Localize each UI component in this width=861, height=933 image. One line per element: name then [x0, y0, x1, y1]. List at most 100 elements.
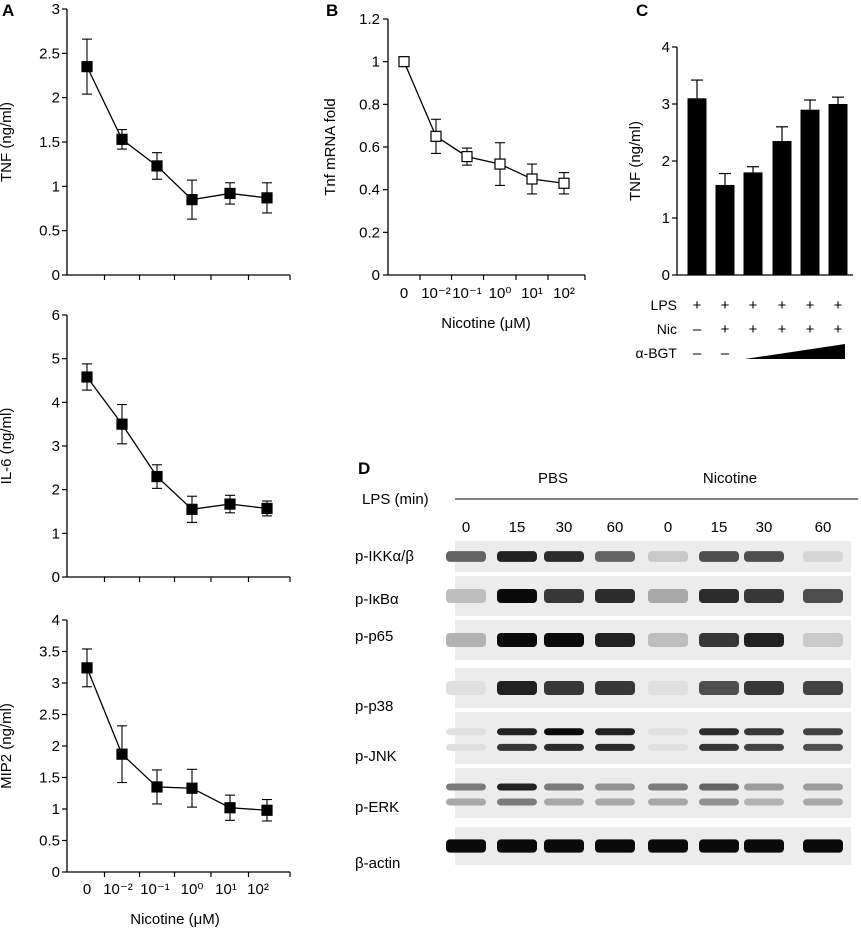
- chart-tnf: 0 0.5 1 1.5 2 2.5 3 TNF (ng/ml): [0, 1, 291, 284]
- blot-band: [744, 728, 784, 736]
- blot-strip: [455, 768, 851, 818]
- blot-band: [497, 589, 537, 603]
- blot-band: [699, 551, 739, 562]
- blot-band: [595, 783, 635, 791]
- blot-band: [648, 783, 688, 791]
- y-tick-label: 0: [52, 569, 60, 586]
- y-tick-label: 1: [52, 801, 60, 818]
- blot-time-label: 30: [756, 519, 773, 536]
- data-point: [81, 662, 93, 674]
- x-tick-label: 10⁻¹: [140, 881, 170, 898]
- blot-band: [595, 728, 635, 736]
- y-tick-label: 2.5: [39, 45, 60, 62]
- blot-band: [544, 589, 584, 603]
- blot-band: [595, 551, 635, 562]
- blot-band: [803, 783, 843, 791]
- blot-band: [446, 783, 486, 791]
- condition-label-lps: LPS: [651, 297, 677, 313]
- blot-band: [803, 743, 843, 751]
- bar: [715, 184, 735, 275]
- y-tick-label: 6: [52, 307, 60, 324]
- data-point: [261, 804, 273, 816]
- blot-group-pbs: PBS: [538, 470, 568, 487]
- chart-tnf-mrna: 0 0.2 0.4 0.6 0.8 1 1.2 Tnf mRNA fold 0 10⁻² 10⁻¹ 1…: [322, 11, 586, 332]
- condition-mark: +: [721, 321, 730, 338]
- y-tick-label: 1: [52, 525, 60, 542]
- x-tick-label: 10²: [247, 881, 269, 898]
- blot-row-label: β-actin: [355, 855, 400, 872]
- chart-mip2: 0 0.5 1 1.5 2 2.5 3 3.5 4 MIP2 (ng/ml) 0 10⁻² 10⁻¹ 10…: [0, 612, 291, 928]
- x-tick-label: 10⁰: [489, 285, 512, 302]
- data-point: [116, 133, 128, 145]
- data-point: [116, 418, 128, 430]
- data-point: [430, 130, 442, 142]
- y-tick-label: 2: [52, 482, 60, 499]
- blot-band: [595, 798, 635, 806]
- blot-band: [648, 551, 688, 562]
- bar: [687, 98, 707, 275]
- blot-header: PBS Nicotine LPS (min) 0 15 30 60 0 15 30 60: [362, 470, 858, 536]
- blot-band: [595, 743, 635, 751]
- y-tick-label: 1.5: [39, 770, 60, 787]
- blot-band: [446, 839, 486, 853]
- condition-mark: –: [721, 345, 730, 362]
- blot-band: [744, 681, 784, 695]
- data-point: [151, 781, 163, 793]
- blot-band: [744, 589, 784, 603]
- blot-row-label: p-ERK: [355, 799, 399, 816]
- x-axis-label: Nicotine (μM): [441, 315, 531, 332]
- blot-time-label: 0: [462, 519, 470, 536]
- blot-row-label: p-IκBα: [355, 591, 399, 608]
- series-line: [86, 376, 268, 511]
- condition-mark: –: [693, 321, 702, 338]
- blot-band: [803, 728, 843, 736]
- panel-label-b: B: [326, 1, 338, 20]
- blot-band: [699, 743, 739, 751]
- y-tick-label: 2: [52, 90, 60, 107]
- bar: [828, 104, 848, 275]
- data-point: [151, 470, 163, 483]
- blot-time-label: 0: [664, 519, 672, 536]
- blot-band: [497, 783, 537, 791]
- data-point: [186, 194, 198, 206]
- bar: [772, 141, 792, 275]
- condition-table: LPS Nic α-BGT + + + + + + – + + + + + – –: [635, 297, 845, 362]
- blot-group-nicotine: Nicotine: [703, 470, 757, 487]
- y-axis-label: TNF (ng/ml): [0, 102, 15, 182]
- blot-band: [595, 681, 635, 695]
- blot-band: [497, 681, 537, 695]
- bar: [743, 172, 763, 275]
- blot-band: [595, 633, 635, 647]
- y-tick-label: 1.5: [39, 134, 60, 151]
- x-axis-label: Nicotine (μM): [130, 911, 220, 928]
- blot-band: [744, 743, 784, 751]
- condition-mark: +: [693, 297, 702, 314]
- y-tick-label: 3: [52, 675, 60, 692]
- blot-time-label: 30: [556, 519, 573, 536]
- x-tick-label: 10¹: [521, 285, 543, 302]
- y-tick-label: 0.2: [359, 224, 380, 241]
- condition-mark: +: [778, 297, 787, 314]
- blot-band: [699, 783, 739, 791]
- y-axis-label: TNF (ng/ml): [627, 121, 644, 201]
- blot-band: [544, 798, 584, 806]
- blot-band: [744, 633, 784, 647]
- blot-band: [544, 783, 584, 791]
- blot-band: [446, 681, 486, 695]
- data-point: [224, 187, 236, 200]
- western-blot: p-IKKα/β p-IκBα p-p65 p-p38 p-JNK p-ERK β-acti…: [355, 541, 851, 872]
- x-tick-label: 10¹: [215, 881, 237, 898]
- y-tick-label: 0.5: [39, 223, 60, 240]
- y-tick-label: 4: [52, 394, 60, 411]
- blot-band: [446, 589, 486, 603]
- blot-band: [699, 589, 739, 603]
- condition-mark: +: [721, 297, 730, 314]
- x-tick-label: 0: [83, 881, 91, 898]
- data-point: [186, 503, 198, 515]
- blot-band: [648, 589, 688, 603]
- blot-lps-label: LPS (min): [362, 491, 429, 508]
- data-point: [261, 192, 273, 204]
- blot-band: [803, 589, 843, 603]
- y-tick-label: 2: [52, 738, 60, 755]
